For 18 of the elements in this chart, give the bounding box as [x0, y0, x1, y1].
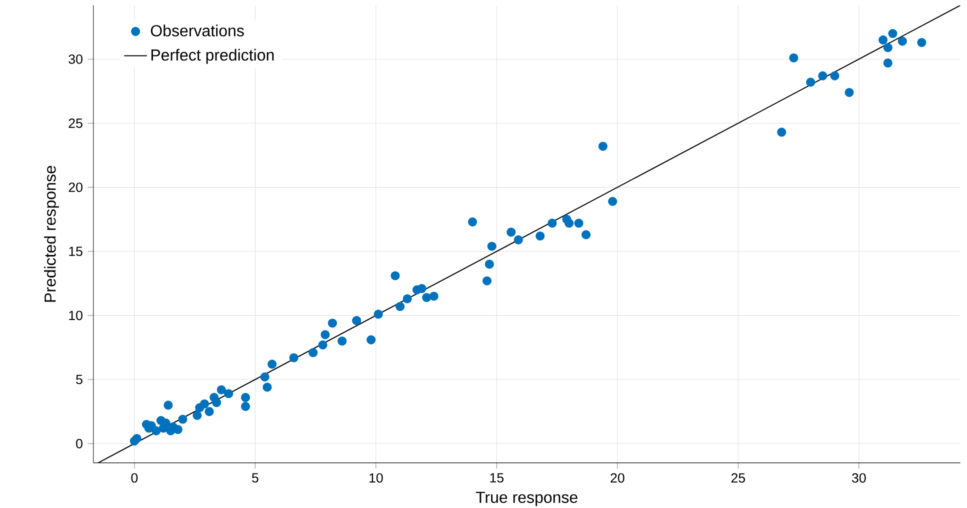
legend-label: Observations [150, 24, 244, 36]
x-tick-label: 0 [131, 473, 138, 483]
x-tick-label: 25 [731, 473, 746, 483]
x-tick-label: 15 [490, 473, 504, 482]
x-tick-label: 30 [852, 473, 866, 483]
y-tick-label: 10 [69, 310, 82, 320]
x-tick-label: 5 [252, 473, 258, 482]
x-tick-label: 10 [370, 473, 383, 483]
x-tick-label: 20 [610, 473, 624, 483]
legend-label: Perfect prediction [151, 48, 274, 64]
y-tick-label: 5 [76, 374, 82, 384]
y-tick-label: 0 [76, 438, 82, 448]
y-axis-title: Predicted response [44, 166, 59, 302]
y-tick-label: 30 [68, 54, 82, 64]
y-tick-label: 15 [69, 246, 82, 256]
y-tick-label: 25 [68, 118, 82, 128]
x-axis-title: True response [476, 492, 578, 506]
y-tick-label: 20 [68, 182, 82, 192]
